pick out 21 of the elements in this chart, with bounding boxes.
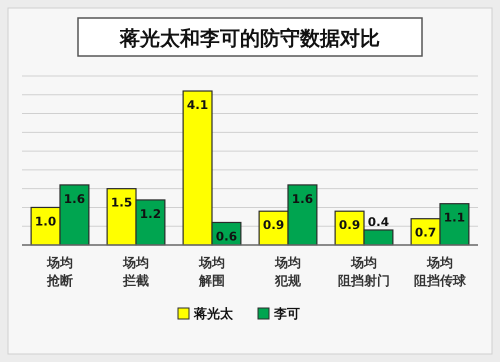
data-label: 4.1 — [186, 98, 208, 112]
x-tick-label: 场均拦截 — [122, 256, 149, 289]
legend-label: 李可 — [273, 307, 300, 322]
x-tick-label: 场均阻挡射门 — [338, 256, 390, 289]
data-label: 0.9 — [338, 218, 360, 232]
data-label: 1.2 — [140, 206, 162, 221]
x-tick-label: 场均解围 — [198, 256, 225, 289]
data-label: 0.6 — [216, 229, 238, 244]
data-label: 1.1 — [444, 210, 466, 225]
data-label: 0.4 — [368, 214, 390, 229]
data-label: 1.6 — [64, 192, 86, 206]
data-label: 1.6 — [292, 192, 314, 206]
x-tick-label: 场均犯规 — [274, 256, 302, 289]
data-label: 0.7 — [414, 226, 436, 240]
chart-title: 蒋光太和李可的防守数据对比 — [119, 26, 380, 50]
x-tick-label: 场均抢断 — [46, 256, 73, 289]
data-label: 0.9 — [262, 218, 284, 232]
data-label: 1.5 — [110, 196, 132, 210]
x-tick-label: 场均阻挡传球 — [414, 256, 467, 289]
legend-label: 蒋光太 — [193, 306, 234, 322]
data-label: 1.0 — [34, 214, 56, 228]
